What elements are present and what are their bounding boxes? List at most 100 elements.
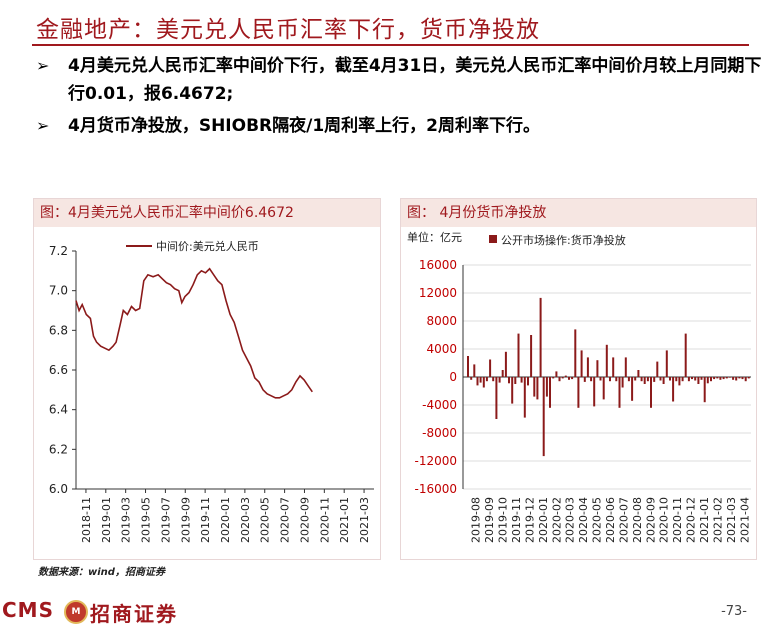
bar bbox=[527, 377, 529, 386]
legend-swatch bbox=[489, 235, 497, 243]
cms-logo-text: CMS bbox=[2, 598, 54, 622]
x-tick-label: 2020-02 bbox=[550, 497, 563, 543]
bar bbox=[501, 370, 504, 377]
bar bbox=[580, 350, 583, 377]
x-tick-label: 2019-10 bbox=[497, 497, 510, 543]
bar bbox=[669, 377, 671, 381]
x-tick-label: 2020-05 bbox=[591, 497, 604, 543]
x-tick-label: 2020-03 bbox=[239, 497, 252, 543]
bar bbox=[681, 377, 684, 382]
x-tick-label: 2020-12 bbox=[685, 497, 698, 543]
bar bbox=[627, 377, 630, 382]
bar bbox=[549, 377, 551, 408]
bar bbox=[552, 377, 555, 379]
x-tick-label: 2020-04 bbox=[577, 497, 590, 543]
x-tick-label: 2019-09 bbox=[483, 497, 496, 543]
x-tick-label: 2020-09 bbox=[298, 497, 311, 543]
x-tick-label: 2021-02 bbox=[711, 497, 724, 543]
bar bbox=[467, 356, 469, 377]
bar bbox=[473, 364, 476, 377]
bar bbox=[697, 377, 700, 384]
bar bbox=[593, 377, 596, 407]
y-tick-label: 12000 bbox=[419, 286, 457, 300]
bar bbox=[596, 360, 599, 377]
net-injection-chart-title: 图： 4月份货币净投放 bbox=[401, 199, 756, 227]
bullet-text: 4月货币净投放，SHIOBR隔夜/1周利率上行，2周利率下行。 bbox=[68, 116, 540, 136]
bar bbox=[561, 377, 564, 379]
x-tick-label: 2020-11 bbox=[318, 497, 331, 543]
bar bbox=[703, 377, 706, 403]
bar bbox=[517, 333, 520, 377]
bullet-item: ➢ 4月货币净投放，SHIOBR隔夜/1周利率上行，2周利率下行。 bbox=[32, 112, 762, 140]
exchange-rate-chart-title: 图：4月美元兑人民币汇率中间价6.4672 bbox=[34, 199, 380, 227]
y-tick-label: 8000 bbox=[426, 314, 457, 328]
bar bbox=[618, 377, 621, 408]
x-tick-label: 2020-06 bbox=[604, 497, 617, 543]
bar bbox=[599, 377, 602, 381]
bar bbox=[637, 370, 640, 377]
y-tick-label: 6.2 bbox=[49, 442, 68, 456]
x-tick-label: 2020-07 bbox=[279, 497, 292, 543]
y-tick-label: 6.8 bbox=[49, 323, 68, 337]
bar bbox=[514, 377, 517, 384]
exchange-rate-chart-panel: 图：4月美元兑人民币汇率中间价6.4672 7.2 7.0 6.8 6.6 6.4 6.2… bbox=[33, 198, 381, 560]
bar bbox=[634, 377, 637, 381]
bar bbox=[530, 335, 533, 377]
bar bbox=[675, 377, 678, 382]
x-tick-label: 2020-08 bbox=[631, 497, 644, 543]
bar bbox=[735, 377, 738, 381]
bar bbox=[728, 377, 731, 378]
x-tick-label: 2021-03 bbox=[358, 497, 371, 543]
x-tick-label: 2019-11 bbox=[199, 497, 212, 543]
bar bbox=[615, 377, 618, 382]
bar bbox=[643, 377, 646, 384]
bar bbox=[511, 377, 514, 404]
x-tick-label: 2021-01 bbox=[338, 497, 351, 543]
bar bbox=[568, 377, 570, 380]
x-tick-label: 2020-01 bbox=[537, 497, 550, 543]
y-tick-label: 6.6 bbox=[49, 363, 68, 377]
cms-logo-icon: M bbox=[64, 600, 88, 624]
bar bbox=[536, 377, 539, 400]
bar bbox=[725, 377, 728, 379]
bar bbox=[470, 377, 473, 380]
bar bbox=[621, 377, 624, 388]
bar bbox=[710, 377, 712, 382]
title-divider bbox=[32, 44, 749, 46]
x-tick-label: 2020-05 bbox=[259, 497, 272, 543]
bar bbox=[732, 377, 735, 380]
bar bbox=[590, 377, 593, 382]
x-tick-label: 2019-01 bbox=[100, 497, 113, 543]
x-tick-label: 2020-07 bbox=[617, 497, 630, 543]
data-source-note: 数据来源：wind，招商证券 bbox=[38, 567, 165, 578]
bar bbox=[523, 377, 526, 418]
bar bbox=[653, 377, 656, 382]
bar bbox=[542, 377, 545, 457]
bar bbox=[476, 377, 479, 386]
unit-label: 单位：亿元 bbox=[407, 230, 462, 244]
bar bbox=[662, 377, 665, 384]
y-tick-label: -4000 bbox=[422, 398, 457, 412]
page-number: -73- bbox=[721, 604, 747, 619]
bar bbox=[747, 377, 750, 379]
y-tick-label: -8000 bbox=[422, 426, 457, 440]
x-tick-label: 2018-11 bbox=[80, 497, 93, 543]
y-tick-label: 7.2 bbox=[49, 244, 68, 258]
bar bbox=[564, 375, 567, 377]
x-tick-label: 2019-05 bbox=[140, 497, 153, 543]
y-tick-label: 0 bbox=[449, 370, 457, 384]
bar bbox=[558, 377, 561, 382]
bar bbox=[646, 377, 649, 382]
bar bbox=[508, 377, 510, 384]
x-tick-label: 2021-03 bbox=[725, 497, 738, 543]
bar bbox=[741, 377, 744, 380]
bar bbox=[716, 377, 719, 379]
bar bbox=[571, 377, 574, 380]
bar bbox=[504, 351, 507, 377]
bullet-arrow-icon: ➢ bbox=[36, 56, 50, 75]
bar bbox=[684, 333, 687, 377]
x-tick-label: 2020-11 bbox=[671, 497, 684, 543]
bar bbox=[631, 377, 634, 401]
bar bbox=[719, 377, 722, 380]
bar bbox=[520, 377, 523, 383]
